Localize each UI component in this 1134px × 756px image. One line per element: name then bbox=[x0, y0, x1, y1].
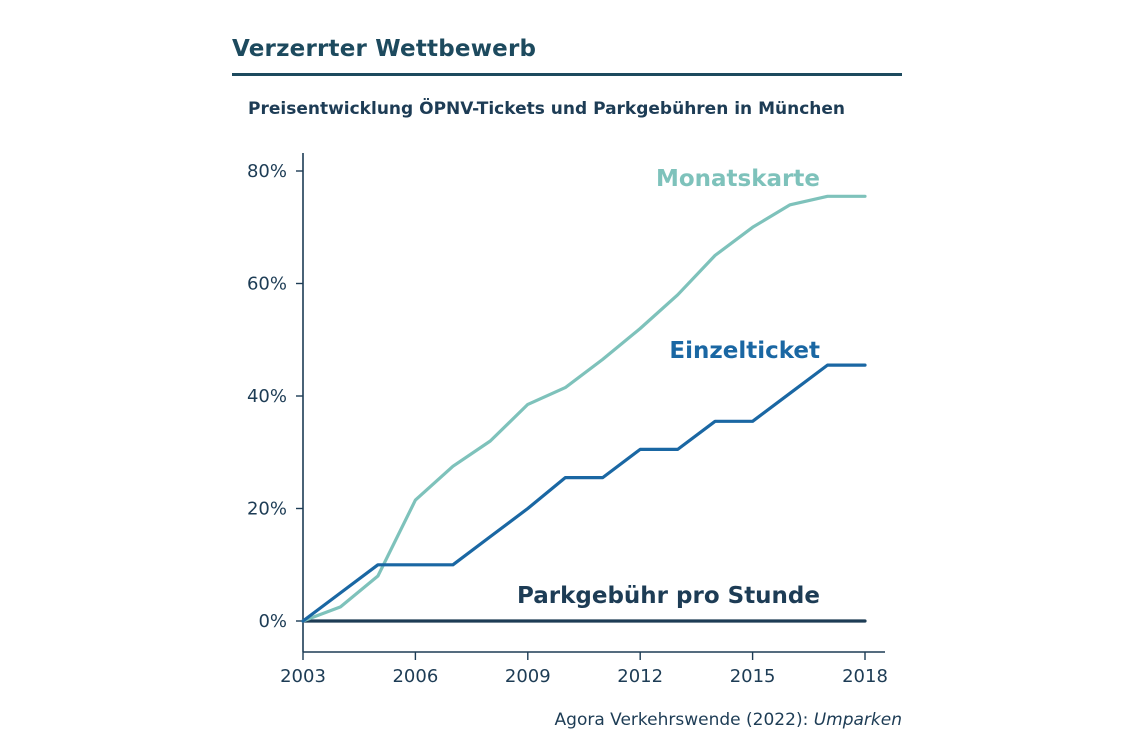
page-title: Verzerrter Wettbewerb bbox=[232, 36, 537, 62]
axes: 0% 20% 40% 60% 80% 2003 2006 2009 2012 2015 2018 bbox=[247, 153, 888, 687]
series-label-parkgeb-hr-pro-stunde: Parkgebühr pro Stunde bbox=[517, 583, 820, 609]
x-tick-label: 2012 bbox=[617, 666, 663, 687]
x-tick-label: 2018 bbox=[842, 666, 888, 687]
series-lines bbox=[301, 194, 867, 623]
series-label-monatskarte: Monatskarte bbox=[656, 166, 820, 192]
y-tick-label: 20% bbox=[247, 499, 287, 520]
source-author: Agora Verkehrswende bbox=[554, 710, 741, 730]
x-tick-label: 2003 bbox=[280, 666, 326, 687]
source-year: (2022): bbox=[746, 710, 809, 730]
y-tick-label: 40% bbox=[247, 386, 287, 407]
series-labels: Monatskarte Einzelticket Parkgebühr pro St… bbox=[517, 166, 820, 609]
y-tick-label: 60% bbox=[247, 274, 287, 295]
source-credit: Agora Verkehrswende (2022): Umparken bbox=[555, 710, 902, 730]
y-tick-label: 0% bbox=[258, 611, 287, 632]
source-work: Umparken bbox=[813, 710, 902, 730]
x-tick-label: 2015 bbox=[730, 666, 776, 687]
x-tick-label: 2006 bbox=[392, 666, 438, 687]
y-tick-label: 80% bbox=[247, 161, 287, 182]
series-line-einzelticket bbox=[301, 363, 867, 623]
title-divider bbox=[232, 73, 902, 76]
x-tick-label: 2009 bbox=[505, 666, 551, 687]
series-line-monatskarte bbox=[301, 194, 867, 623]
series-label-einzelticket: Einzelticket bbox=[669, 338, 820, 364]
chart-title: Preisentwicklung ÖPNV-Tickets und Parkge… bbox=[248, 99, 846, 119]
